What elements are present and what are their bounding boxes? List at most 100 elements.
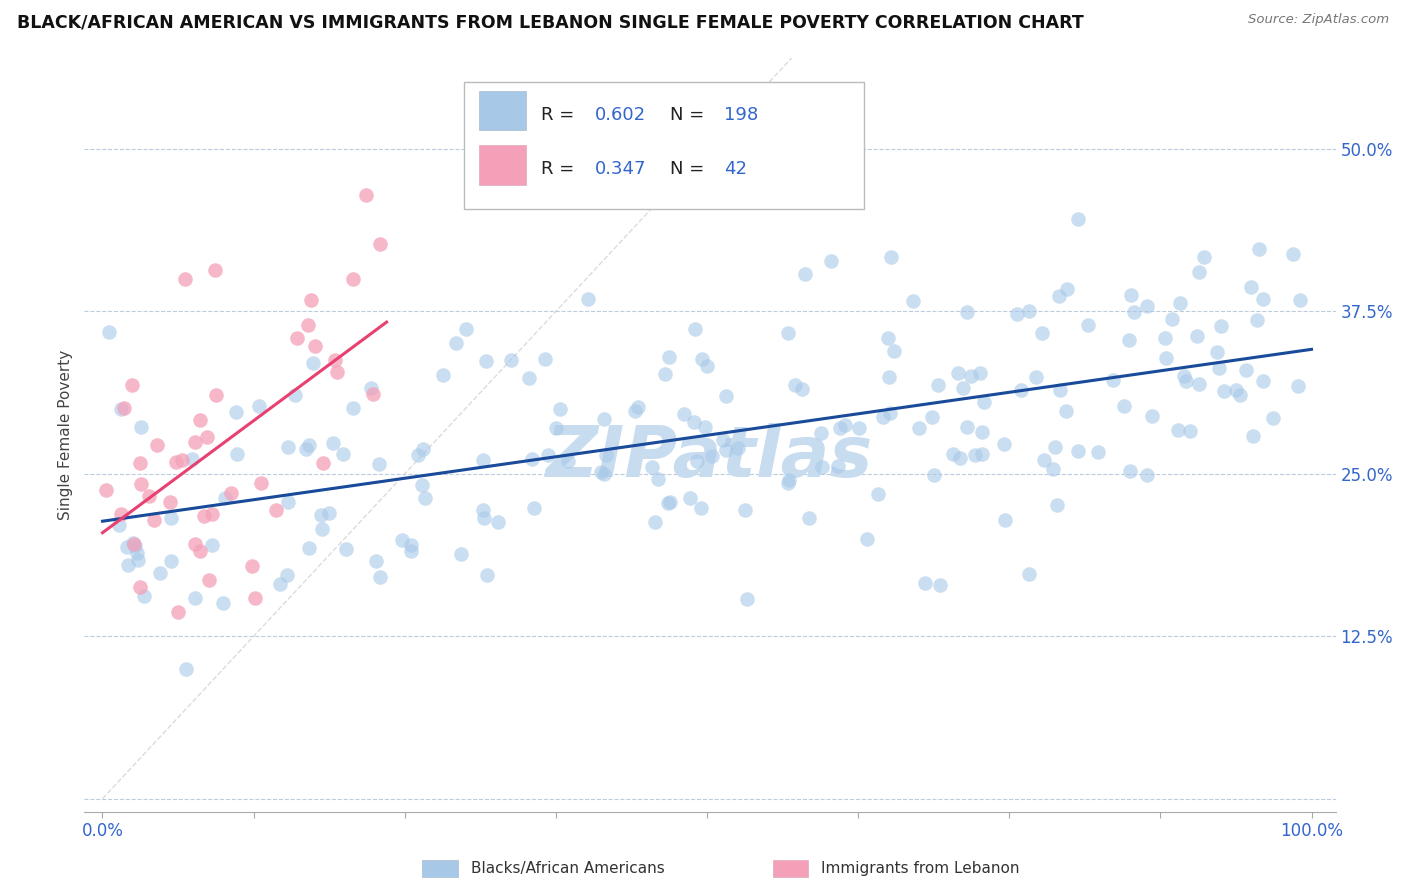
Point (97, 325, 120, 339)
Point (1173, 369, 1195, 384)
Point (1122, 305, 1144, 319)
Point (679, 491, 702, 506)
Point (247, 399, 270, 413)
Point (711, 433, 734, 447)
Point (690, 500, 713, 515)
Point (200, 507, 222, 521)
Point (1225, 383, 1247, 397)
Point (778, 473, 800, 487)
Point (323, 353, 346, 368)
Point (595, 448, 617, 462)
Point (1047, 289, 1070, 303)
Text: BLACK/AFRICAN AMERICAN VS IMMIGRANTS FROM LEBANON SINGLE FEMALE POVERTY CORRELAT: BLACK/AFRICAN AMERICAN VS IMMIGRANTS FRO… (17, 13, 1084, 31)
Point (309, 508, 332, 523)
Point (312, 456, 335, 470)
Point (302, 356, 325, 370)
Point (641, 459, 664, 474)
Point (1025, 370, 1047, 384)
Point (914, 575, 936, 590)
Point (127, 552, 149, 566)
Point (994, 513, 1017, 527)
Point (297, 318, 319, 332)
Point (714, 389, 737, 403)
Point (184, 537, 207, 551)
Point (225, 405, 247, 419)
Point (659, 495, 682, 509)
Point (219, 486, 242, 500)
Point (174, 662, 197, 676)
Point (432, 368, 454, 383)
Point (298, 541, 321, 556)
Point (1087, 445, 1109, 459)
Point (623, 404, 645, 418)
Point (165, 455, 187, 469)
Point (138, 489, 160, 503)
Point (727, 441, 749, 455)
Point (1049, 383, 1071, 397)
Point (700, 449, 723, 463)
Point (444, 336, 467, 351)
Point (1168, 296, 1191, 310)
Point (411, 478, 433, 492)
Point (627, 400, 650, 414)
Point (519, 371, 541, 385)
Point (285, 331, 308, 345)
Point (311, 522, 333, 536)
Point (1175, 374, 1198, 388)
Point (454, 322, 477, 336)
Point (695, 420, 717, 434)
Point (391, 533, 413, 547)
Point (1249, 242, 1271, 256)
Point (110, 507, 132, 521)
Point (952, 381, 974, 395)
Point (184, 435, 207, 450)
Point (110, 401, 132, 416)
Point (1229, 388, 1251, 402)
Point (1167, 423, 1189, 437)
Point (1046, 498, 1069, 512)
Point (304, 339, 326, 353)
Point (188, 544, 211, 558)
Point (589, 465, 612, 479)
Point (1136, 467, 1159, 482)
Point (125, 546, 148, 560)
FancyBboxPatch shape (478, 145, 526, 185)
Point (1042, 462, 1064, 476)
Point (533, 351, 555, 366)
Point (1121, 288, 1143, 302)
Point (1192, 250, 1215, 264)
Point (683, 415, 706, 429)
Point (1251, 292, 1274, 306)
Point (195, 430, 218, 444)
Text: Immigrants from Lebanon: Immigrants from Lebanon (821, 861, 1019, 876)
Point (647, 472, 669, 486)
Point (159, 495, 181, 509)
Point (354, 188, 377, 202)
Point (557, 454, 579, 468)
Point (322, 435, 344, 450)
Point (734, 502, 756, 516)
Text: Source: ZipAtlas.com: Source: ZipAtlas.com (1249, 13, 1389, 27)
Point (1211, 319, 1233, 334)
FancyBboxPatch shape (464, 82, 863, 209)
Point (956, 420, 979, 434)
Point (332, 447, 354, 461)
Point (124, 539, 146, 553)
Point (342, 272, 364, 286)
Point (1208, 361, 1230, 376)
Point (406, 449, 429, 463)
Point (520, 452, 543, 467)
Point (299, 293, 322, 308)
Text: Blacks/African Americans: Blacks/African Americans (471, 861, 664, 876)
Point (963, 448, 986, 462)
Point (212, 596, 235, 610)
Text: ZIPatlas: ZIPatlas (547, 423, 873, 492)
Point (1185, 328, 1208, 343)
Point (1010, 383, 1032, 397)
Point (593, 467, 616, 482)
Point (250, 476, 273, 491)
Point (672, 408, 695, 422)
Point (142, 513, 165, 527)
Point (112, 401, 135, 415)
Point (960, 369, 983, 384)
